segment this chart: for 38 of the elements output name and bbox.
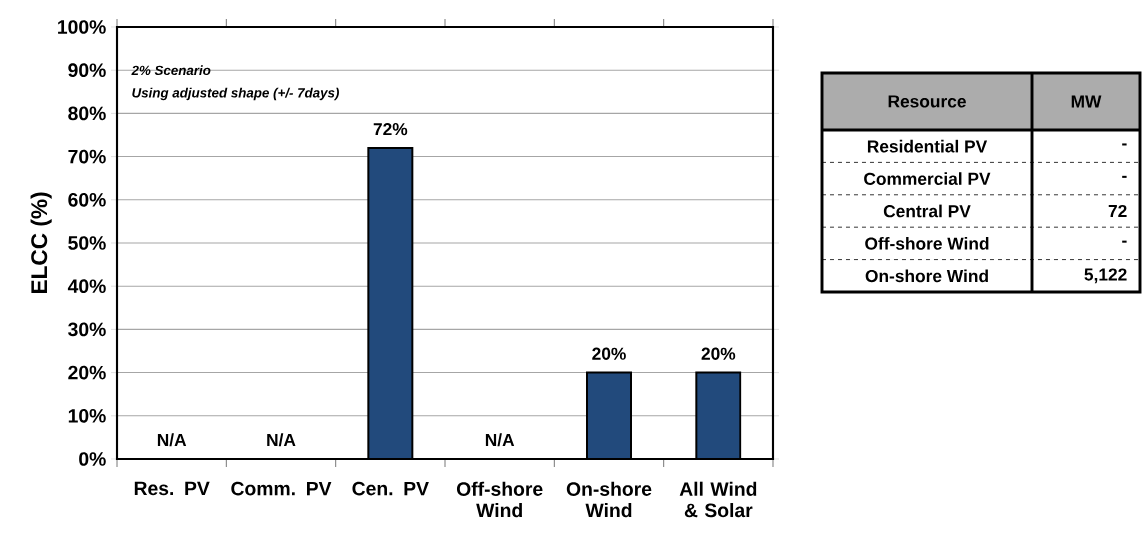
data-label: - <box>1122 175 1127 178</box>
text: N/A <box>157 433 187 447</box>
y-tick-label: 0% <box>79 452 106 466</box>
text: N/A <box>267 433 296 447</box>
text: MW <box>1071 95 1102 108</box>
category-label: Commercial PV <box>864 172 991 185</box>
y-tick-label: 50% <box>68 236 106 250</box>
y-tick-label: 40% <box>67 279 106 294</box>
y-tick-label: 20% <box>68 365 106 380</box>
category-label: Central PV <box>883 204 971 218</box>
annotation: 2% Scenario <box>131 65 211 76</box>
data-label: 72% <box>373 123 408 136</box>
category-label: On-shore Wind <box>865 269 988 283</box>
data-label: 5,122 <box>1084 268 1127 284</box>
data-label: - <box>1122 240 1127 243</box>
data-label: 72 <box>1108 204 1127 218</box>
x-tick-label: All Wind & Solar <box>679 481 757 518</box>
y-tick-label: 30% <box>68 322 106 337</box>
y-axis-title: ELCC (%) <box>30 192 52 294</box>
x-tick-label: Comm. PV <box>231 481 332 496</box>
category-label: Off-shore Wind <box>865 237 989 250</box>
x-tick-label: Res. PV <box>134 481 210 496</box>
y-tick-label: 90% <box>68 63 106 78</box>
data-label: 20% <box>592 347 626 360</box>
y-tick-label: 100% <box>58 20 106 34</box>
x-tick-label: On-shore Wind <box>566 481 652 518</box>
text: Resource <box>888 95 966 108</box>
x-tick-label: Off-shore Wind <box>456 481 543 518</box>
x-tick-label: Cen. PV <box>352 481 429 496</box>
annotation: Using adjusted shape (+/- 7days) <box>132 87 339 101</box>
data-label: 20% <box>701 347 736 360</box>
data-label: - <box>1122 143 1127 146</box>
text: N/A <box>485 433 515 447</box>
y-tick-label: 80% <box>68 106 106 121</box>
y-tick-label: 60% <box>68 192 106 207</box>
y-tick-label: 10% <box>68 408 106 423</box>
y-tick-label: 70% <box>68 149 106 164</box>
category-label: Residential PV <box>867 139 988 153</box>
